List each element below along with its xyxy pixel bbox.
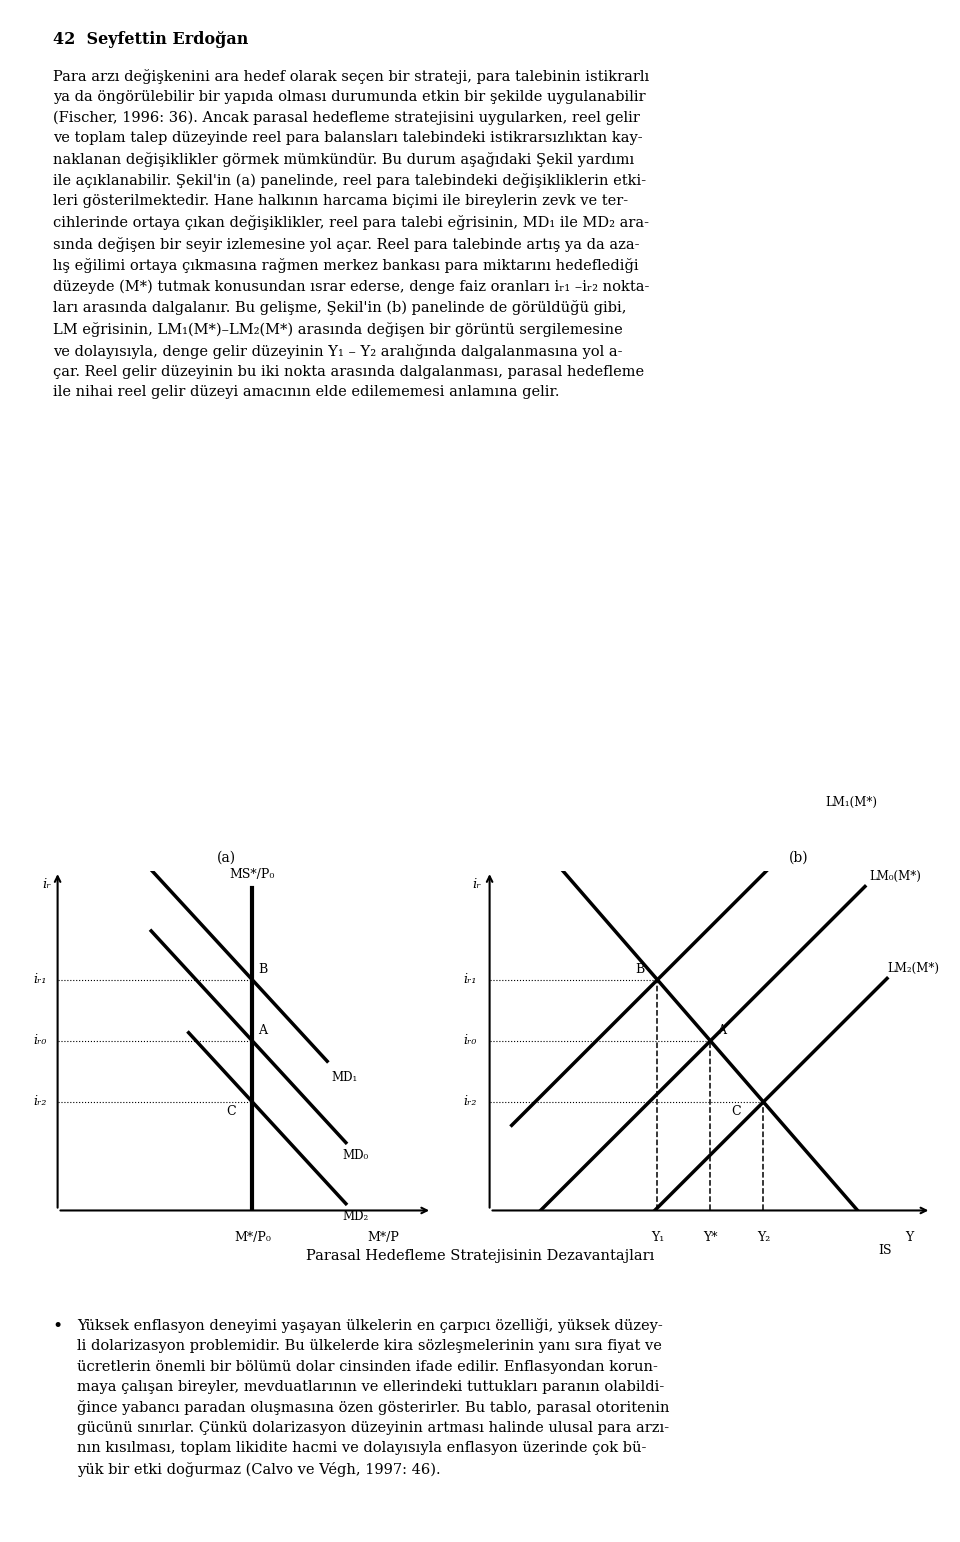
Text: (a): (a) — [217, 851, 235, 865]
Text: M*/P₀: M*/P₀ — [234, 1231, 271, 1244]
Text: iᵣ₁: iᵣ₁ — [33, 973, 46, 987]
Text: IS: IS — [878, 1244, 892, 1257]
Text: M*/P: M*/P — [368, 1231, 399, 1244]
Text: B: B — [258, 964, 267, 976]
Text: iᵣ₁: iᵣ₁ — [463, 973, 476, 987]
Text: LM₂(M*): LM₂(M*) — [887, 962, 939, 975]
Text: Y: Y — [905, 1231, 913, 1244]
Text: MD₀: MD₀ — [342, 1149, 369, 1161]
Text: LM₁(M*): LM₁(M*) — [826, 796, 877, 810]
Text: Yüksek enflasyon deneyimi yaşayan ülkelerin en çarpıcı özelliği, yüksek düzey-
l: Yüksek enflasyon deneyimi yaşayan ülkele… — [77, 1318, 669, 1477]
Text: iᵣ₂: iᵣ₂ — [463, 1095, 476, 1109]
Text: MD₁: MD₁ — [331, 1072, 357, 1084]
Text: •: • — [53, 1318, 63, 1335]
Text: C: C — [732, 1106, 741, 1118]
Text: Y₁: Y₁ — [651, 1231, 664, 1244]
Text: Y*: Y* — [703, 1231, 718, 1244]
Text: A: A — [717, 1024, 726, 1038]
Text: Parasal Hedefleme Stratejisinin Dezavantajları: Parasal Hedefleme Stratejisinin Dezavant… — [306, 1249, 654, 1263]
Text: B: B — [635, 964, 644, 976]
Text: 42  Seyfettin Erdoğan: 42 Seyfettin Erdoğan — [53, 31, 249, 48]
Text: MD₂: MD₂ — [342, 1210, 369, 1223]
Text: MS*/P₀: MS*/P₀ — [229, 868, 275, 882]
Text: Para arzı değişkenini ara hedef olarak seçen bir strateji, para talebinin istikr: Para arzı değişkenini ara hedef olarak s… — [53, 69, 649, 399]
Text: iᵣ: iᵣ — [42, 877, 51, 891]
Text: iᵣ₀: iᵣ₀ — [33, 1035, 46, 1047]
Text: A: A — [258, 1024, 267, 1038]
Text: (b): (b) — [789, 851, 808, 865]
Text: LM₀(M*): LM₀(M*) — [870, 870, 922, 884]
Text: Y₂: Y₂ — [756, 1231, 770, 1244]
Text: iᵣ₀: iᵣ₀ — [463, 1035, 476, 1047]
Text: iᵣ: iᵣ — [472, 877, 481, 891]
Text: C: C — [227, 1106, 236, 1118]
Text: iᵣ₂: iᵣ₂ — [33, 1095, 46, 1109]
